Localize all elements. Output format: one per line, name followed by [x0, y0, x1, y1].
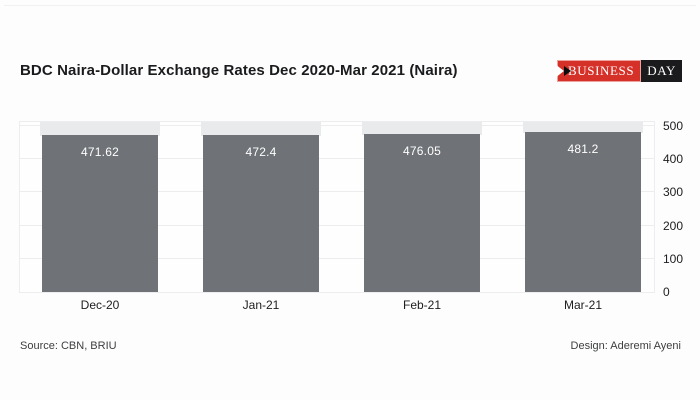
bar-Mar-21: 481.2: [525, 132, 641, 292]
gridline-100: [20, 257, 654, 259]
bar-value-label: 481.2: [567, 142, 599, 157]
x-tick-label-Feb-21: Feb-21: [402, 298, 442, 312]
design-credit: Design: Aderemi Ayeni: [570, 340, 681, 352]
y-tick-label-0: 0: [663, 285, 670, 299]
y-tick-label-400: 400: [663, 152, 684, 167]
bar-value-label: 476.05: [403, 143, 441, 158]
y-tick-label-300: 300: [663, 185, 684, 200]
gridline-400: [20, 158, 654, 160]
logo-business-segment: BUSINESS: [555, 60, 642, 82]
logo-business-text: BUSINESS: [568, 63, 635, 78]
y-tick-label-100: 100: [663, 251, 684, 266]
logo-arrow-icon: [555, 64, 571, 78]
logo-day-segment: DAY: [641, 60, 682, 82]
x-tick-label-Jan-21: Jan-21: [242, 298, 280, 312]
x-tick-label-Mar-21: Mar-21: [563, 298, 603, 312]
card-top-border: [4, 5, 696, 6]
logo-day-text: DAY: [647, 63, 676, 78]
bar-background-Mar-21: [523, 122, 643, 134]
bar-background-Feb-21: [362, 122, 482, 135]
y-tick-label-500: 500: [663, 119, 684, 133]
gridline-300: [20, 191, 654, 193]
bar-value-label: 471.62: [81, 145, 119, 160]
bar-background-Dec-20: [40, 122, 160, 137]
businessday-logo: BUSINESS DAY: [555, 60, 682, 82]
bar-Dec-20: 471.62: [42, 135, 158, 292]
y-tick-label-200: 200: [663, 218, 684, 233]
plot-area: 471.62 472.4 476.05 481.2: [19, 121, 655, 293]
bar-value-label: 472.4: [245, 145, 277, 160]
gridline-500: [20, 125, 654, 126]
x-tick-label-Dec-20: Dec-20: [80, 298, 120, 312]
chart-title: BDC Naira-Dollar Exchange Rates Dec 2020…: [20, 62, 458, 79]
source-note: Source: CBN, BRIU: [20, 340, 117, 352]
bar-background-Jan-21: [201, 122, 321, 137]
bar-Jan-21: 472.4: [203, 135, 319, 292]
bar-Feb-21: 476.05: [364, 133, 480, 292]
gridline-200: [20, 224, 654, 226]
